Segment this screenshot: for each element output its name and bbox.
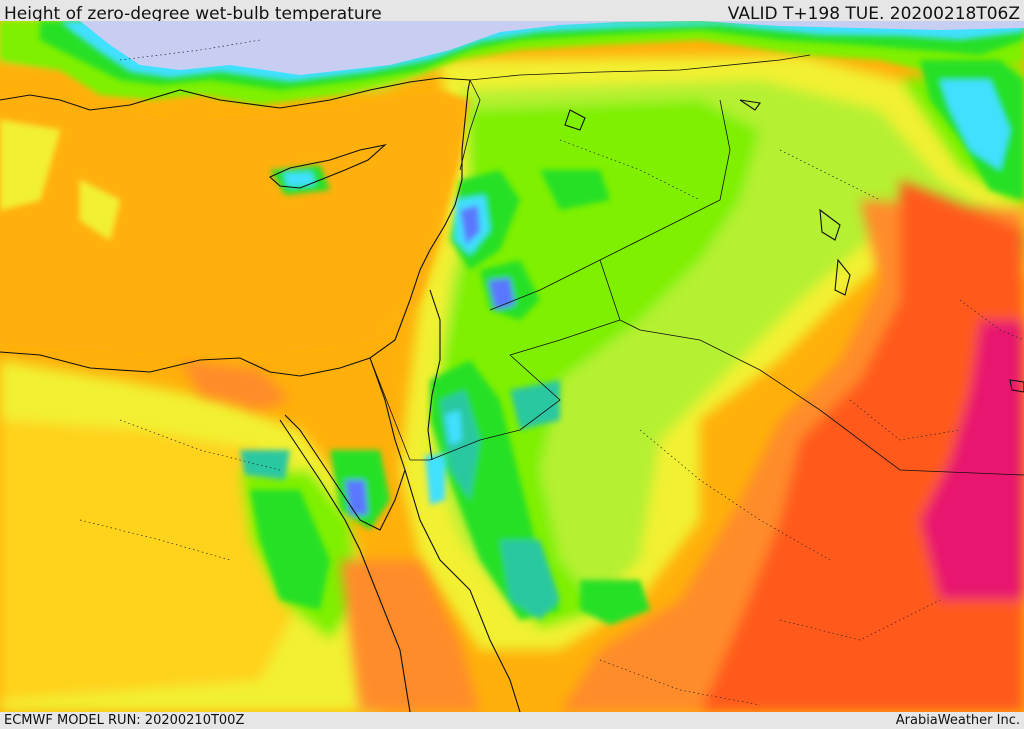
model-run-label: ECMWF MODEL RUN: 20200210T00Z [4,713,245,728]
warm-region [180,180,1024,712]
map-svg [0,21,1024,712]
footer-bar: ECMWF MODEL RUN: 20200210T00Z ArabiaWeat… [0,712,1024,729]
dotted-borders [79,39,1024,706]
mediterranean-field [0,90,470,355]
header-bar: Height of zero-degree wet-bulb temperatu… [0,0,1024,24]
weather-map [0,21,1024,712]
map-title: Height of zero-degree wet-bulb temperatu… [4,4,382,24]
coastlines [0,77,1024,712]
credit-label: ArabiaWeather Inc. [895,713,1020,728]
cold-pockets [240,60,1024,625]
borders [369,54,1024,476]
valid-time: VALID T+198 TUE. 20200218T06Z [727,4,1020,24]
north-cold-band [0,21,1024,105]
